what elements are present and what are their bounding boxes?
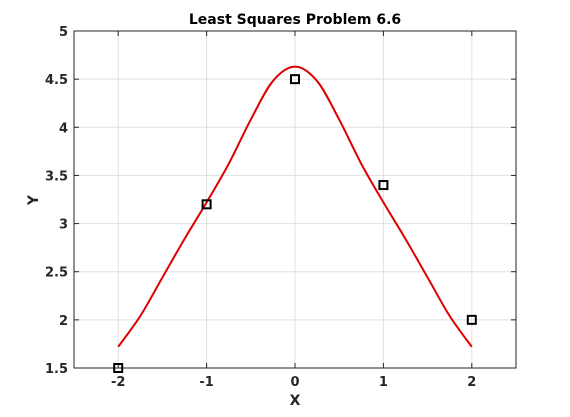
x-tick-label: 0: [290, 375, 299, 390]
x-tick-label: 2: [467, 375, 476, 390]
y-tick-label: 3.5: [45, 169, 68, 184]
axes-layer: [73, 30, 517, 369]
data-point-marker: [113, 363, 124, 373]
x-tick-label: -1: [199, 375, 213, 390]
y-axis-title: Y: [26, 194, 42, 206]
data-point-marker: [290, 74, 300, 85]
y-tick-label: 5: [59, 25, 68, 40]
series-layer: [113, 65, 477, 373]
grid-layer: [74, 30, 516, 369]
x-tick-label: -2: [111, 375, 125, 390]
y-tick-label: 2.5: [45, 266, 68, 281]
y-tick-label: 1.5: [45, 362, 68, 377]
data-point-marker: [201, 199, 212, 210]
tick-layer: -2 -1 0 1 2 1.5 2 2.5 3 3.5 4 4.5 5: [45, 25, 476, 390]
x-axis-title: X: [290, 393, 301, 409]
x-tick-label: 1: [379, 375, 388, 390]
y-tick-label: 2: [59, 314, 68, 329]
fit-curve-line: [117, 65, 473, 348]
data-point-marker: [466, 314, 477, 325]
y-tick-label: 4.5: [45, 73, 68, 88]
y-tick-label: 4: [59, 121, 68, 136]
data-point-marker: [378, 180, 389, 191]
y-tick-label: 3: [59, 218, 68, 233]
chart-title: Least Squares Problem 6.6: [189, 12, 401, 28]
